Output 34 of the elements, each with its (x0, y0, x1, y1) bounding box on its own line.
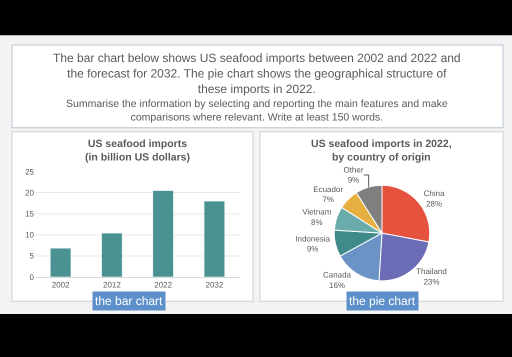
bar (152, 190, 174, 277)
x-tick-label: 2032 (205, 280, 224, 290)
data-label: 23% (423, 278, 440, 287)
x-tick-label: 2002 (52, 280, 70, 290)
bar (50, 248, 72, 277)
x-tick-label: 2012 (102, 280, 122, 290)
data-label: 28% (426, 199, 442, 208)
slice-label: China (424, 188, 446, 198)
slice-label: Vietnam (302, 208, 332, 217)
chart-title: US seafood imports (in billion US dollars) (85, 138, 190, 164)
text: the pie chart (349, 294, 416, 308)
y-tick-label: 5 (30, 252, 35, 261)
data-label: 9% (306, 244, 318, 254)
data-label: 16% (328, 281, 346, 290)
slice-label: Canada (322, 270, 352, 280)
x-tick-label: 2022 (154, 280, 173, 290)
slice-label: Indonesia (295, 234, 331, 244)
y-tick-label: 10 (25, 230, 35, 240)
y-tick-label: 25 (25, 167, 35, 176)
slice-label: Other (343, 165, 364, 174)
text: The bar chart below shows US seafood imports between 2002 and 2022 and the forecast for 2032. The pie chart shows the geographical structure of these imports in 2022. (53, 51, 461, 96)
data-label: 9% (348, 176, 360, 185)
bar (101, 232, 122, 277)
y-tick-label: 20 (25, 188, 35, 198)
data-label: 7% (322, 195, 334, 204)
data-label: 8% (311, 218, 323, 228)
y-tick-label: 15 (25, 210, 35, 219)
y-tick-label: 0 (30, 272, 35, 282)
slice-label: Thailand (416, 267, 447, 276)
slice-label: Ecuador (313, 184, 344, 194)
text: Summarise the information by selecting and reporting the main features and make comparisons where relevant. Write at least 150 words. (66, 98, 448, 124)
chart-title: US seafood imports in 2022, by country of origin (311, 138, 452, 164)
text: the bar chart (95, 294, 164, 308)
bar (204, 200, 225, 277)
